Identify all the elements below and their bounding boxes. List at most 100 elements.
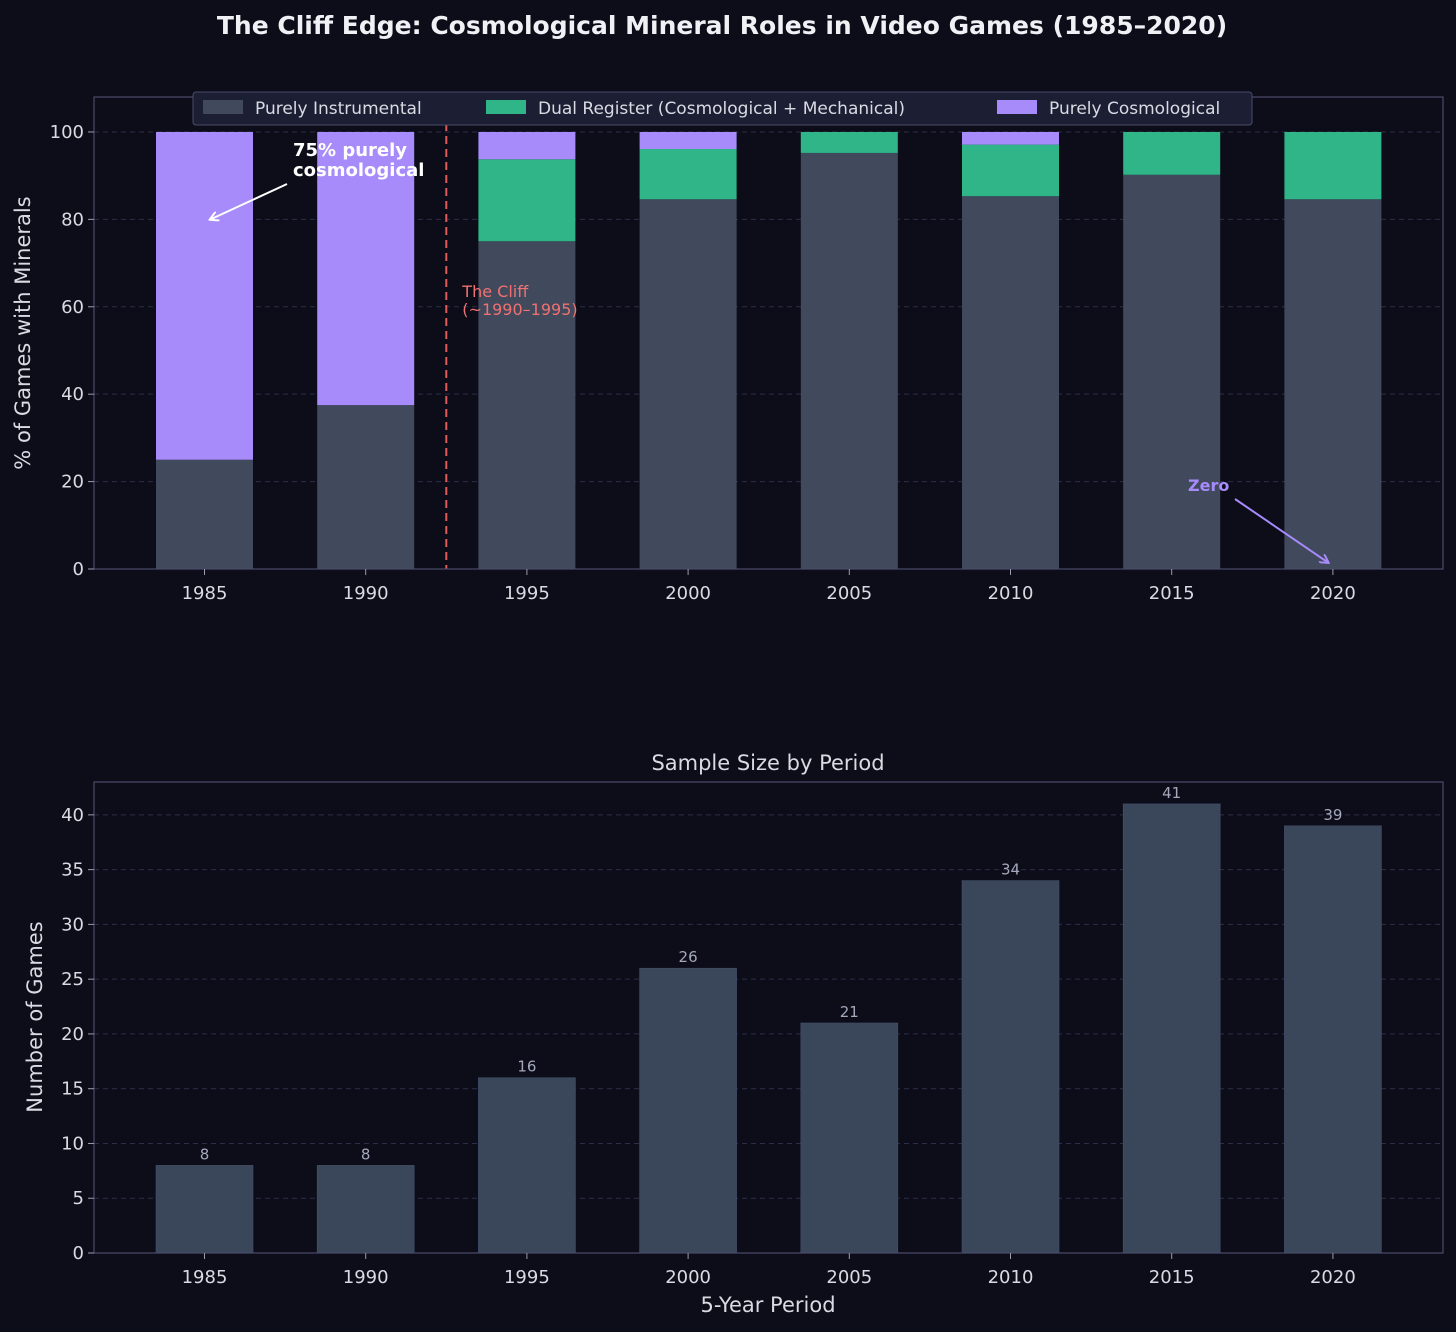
count-bar-2000 (639, 967, 737, 1254)
zero-arrow (1234, 498, 1328, 562)
count-bar-2020 (1284, 825, 1382, 1254)
legend: Purely Instrumental Dual Register (Cosmol… (192, 91, 1253, 126)
count-label-1990: 8 (361, 1145, 371, 1163)
bottom-x-tick-label: 1995 (504, 1267, 550, 1288)
top-bar-2-1990 (317, 131, 415, 406)
top-y-tick-label: 40 (61, 384, 84, 405)
bottom-x-tick-label: 2015 (1149, 1267, 1195, 1288)
bottom-x-tick-label: 1990 (343, 1267, 389, 1288)
count-bar-2005 (800, 1022, 899, 1254)
count-label-2010: 34 (1001, 861, 1020, 879)
top-x-tick-label: 1995 (504, 583, 550, 604)
top-y-tick-label: 0 (73, 559, 84, 580)
top-y-axis-label: % of Games with Minerals (11, 196, 35, 469)
count-bar-2010 (961, 880, 1060, 1254)
legend-swatch (486, 100, 526, 114)
top-bar-2-2010 (962, 131, 1059, 145)
top-bar-0-2005 (800, 152, 898, 569)
legend-label: Purely Instrumental (255, 99, 422, 119)
top-bar-0-1985 (156, 459, 253, 569)
legend-swatch (997, 100, 1037, 114)
top-bar-2-1995 (478, 131, 576, 160)
cosmological-note-line: cosmological (293, 160, 424, 181)
top-bar-0-1990 (317, 405, 415, 569)
bottom-y-tick-label: 10 (61, 1133, 84, 1154)
bottom-plot-area (94, 782, 1443, 1253)
count-label-2020: 39 (1323, 806, 1342, 824)
top-bar-2-1985 (156, 131, 253, 460)
top-bar-0-2015 (1123, 174, 1221, 569)
cosmological-note: 75% purely cosmological (293, 140, 424, 181)
top-bar-1-2000 (639, 149, 737, 200)
cliff-label-line: (~1990–1995) (462, 300, 577, 319)
count-bar-1995 (478, 1077, 576, 1254)
bottom-plot-frame (93, 781, 1444, 1254)
bottom-y-tick-label: 5 (73, 1188, 84, 1209)
top-bar-1-2005 (800, 131, 898, 153)
top-y-tick-label: 20 (61, 472, 84, 493)
top-bar-0-1995 (478, 241, 576, 569)
top-bar-2-2000 (639, 131, 737, 150)
bottom-x-tick-label: 2010 (988, 1267, 1034, 1288)
bottom-x-axis-label: 5-Year Period (700, 1293, 835, 1317)
stacked-bar-chart: The Cliff (~1990–1995) 75% purely cosmolog… (11, 91, 1444, 604)
count-label-1995: 16 (517, 1058, 536, 1076)
top-annotations: 75% purely cosmological Zero (211, 140, 1328, 562)
count-label-1985: 8 (200, 1145, 210, 1163)
count-bar-1990 (316, 1165, 415, 1254)
legend-box (192, 91, 1253, 126)
top-bar-1-2015 (1123, 131, 1221, 175)
legend-label: Dual Register (Cosmological + Mechanical… (538, 99, 905, 119)
top-x-tick-label: 2015 (1149, 583, 1195, 604)
figure-title: The Cliff Edge: Cosmological Mineral Rol… (217, 11, 1227, 40)
top-x-tick-label: 1990 (343, 583, 389, 604)
top-bar-0-2020 (1284, 199, 1382, 569)
zero-note: Zero (1188, 476, 1229, 495)
bottom-y-tick-label: 15 (61, 1079, 84, 1100)
count-bar-2015 (1122, 803, 1221, 1254)
top-bar-0-2000 (639, 199, 737, 569)
top-x-tick-label: 2000 (665, 583, 711, 604)
count-label-2005: 21 (840, 1003, 859, 1021)
bottom-x-axis: 1985 1990 1995 2000 2005 2010 2015 2020 (182, 1253, 1356, 1288)
sample-size-bar-chart: Sample Size by Period 8 8 16 26 21 34 41 39 0 5 1… (23, 751, 1444, 1317)
count-label-2015: 41 (1162, 784, 1181, 802)
bottom-bars: 8 8 16 26 21 34 41 39 (155, 784, 1382, 1254)
bottom-x-tick-label: 2020 (1310, 1267, 1356, 1288)
bottom-x-tick-label: 2005 (826, 1267, 872, 1288)
top-bar-1-1995 (478, 159, 576, 242)
count-bar-1985 (155, 1165, 254, 1254)
top-y-axis: 0 20 40 60 80 100 (50, 122, 94, 580)
top-bar-1-2020 (1284, 131, 1382, 200)
bottom-chart-title: Sample Size by Period (651, 751, 884, 775)
bottom-y-tick-label: 20 (61, 1024, 84, 1045)
top-x-tick-label: 1985 (182, 583, 228, 604)
count-label-2000: 26 (679, 948, 698, 966)
bottom-y-tick-label: 35 (61, 860, 84, 881)
top-y-tick-label: 80 (61, 209, 84, 230)
cosmological-arrow (211, 183, 288, 219)
legend-swatch (203, 100, 243, 114)
top-x-tick-label: 2010 (988, 583, 1034, 604)
bottom-x-tick-label: 1985 (182, 1267, 228, 1288)
bottom-y-tick-label: 25 (61, 969, 84, 990)
top-x-tick-label: 2020 (1310, 583, 1356, 604)
bottom-x-tick-label: 2000 (665, 1267, 711, 1288)
bottom-y-axis: 0 5 10 15 20 25 30 35 40 (61, 805, 94, 1264)
top-y-tick-label: 100 (50, 122, 84, 143)
legend-label: Purely Cosmological (1049, 99, 1220, 119)
top-bars (156, 131, 1382, 570)
cosmological-note-line: 75% purely (293, 140, 407, 161)
bottom-y-tick-label: 40 (61, 805, 84, 826)
top-x-axis: 1985 1990 1995 2000 2005 2010 2015 2020 (182, 569, 1356, 604)
bottom-y-tick-label: 0 (73, 1243, 84, 1264)
cliff-label-line: The Cliff (461, 282, 529, 301)
top-bar-1-2010 (962, 144, 1059, 197)
top-x-tick-label: 2005 (826, 583, 872, 604)
bottom-y-tick-label: 30 (61, 914, 84, 935)
top-bar-0-2010 (962, 196, 1059, 570)
top-y-tick-label: 60 (61, 297, 84, 318)
bottom-y-axis-label: Number of Games (23, 921, 47, 1112)
cliff-label: The Cliff (~1990–1995) (461, 282, 577, 319)
